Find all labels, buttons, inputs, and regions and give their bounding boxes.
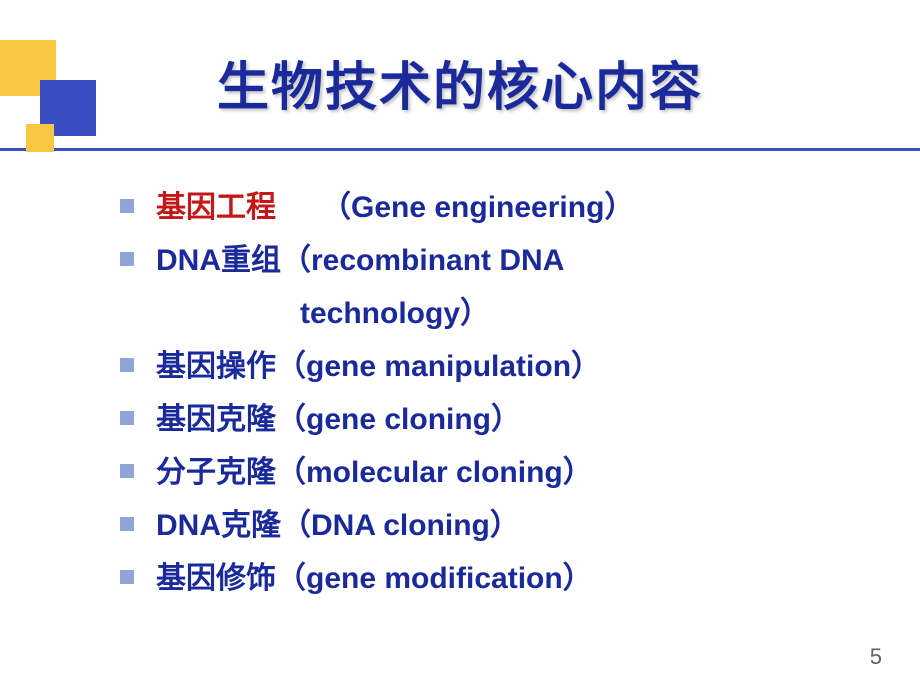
term-en: （gene modification）: [276, 562, 593, 595]
term-zh: 基因修饰: [156, 562, 276, 595]
list-item: DNA重组（recombinant DNA: [120, 238, 880, 283]
term-zh: DNA重组: [156, 244, 281, 277]
decoration-yellow-small: [26, 124, 54, 152]
slide-title: 生物技术的核心内容: [0, 45, 920, 120]
term-en: （molecular cloning）: [276, 456, 593, 489]
list-item-text: DNA克隆（DNA cloning）: [156, 503, 520, 548]
list-item: 基因修饰（gene modification）: [120, 556, 880, 601]
list-item-text: 基因工程 （Gene engineering）: [156, 185, 634, 230]
term-en: （recombinant DNA: [281, 244, 564, 277]
bullet-icon: [120, 199, 134, 213]
list-item: 基因操作（gene manipulation）: [120, 344, 880, 389]
horizontal-rule: [0, 148, 920, 151]
list-item-text: 基因克隆（gene cloning）: [156, 397, 521, 442]
term-zh: 基因克隆: [156, 403, 276, 436]
term-en: （gene cloning）: [276, 403, 521, 436]
bullet-icon: [120, 358, 134, 372]
list-item: 基因克隆（gene cloning）: [120, 397, 880, 442]
list-item-text: 基因操作（gene manipulation）: [156, 344, 601, 389]
list-item: 基因工程 （Gene engineering）: [120, 185, 880, 230]
list-item-text: 基因修饰（gene modification）: [156, 556, 593, 601]
bullet-icon: [120, 411, 134, 425]
bullet-icon: [120, 464, 134, 478]
spacer: [276, 191, 336, 224]
term-zh: 分子克隆: [156, 456, 276, 489]
term-zh: DNA克隆: [156, 509, 281, 542]
term-zh: 基因操作: [156, 350, 276, 383]
term-en: （Gene engineering）: [336, 191, 634, 224]
term-zh: 基因工程: [156, 191, 276, 224]
list-item: 分子克隆（molecular cloning）: [120, 450, 880, 495]
list-item: DNA克隆（DNA cloning）: [120, 503, 880, 548]
bullet-icon: [120, 252, 134, 266]
bullet-icon: [120, 570, 134, 584]
bullet-list: 基因工程 （Gene engineering） DNA重组（recombinan…: [120, 185, 880, 609]
term-en: （DNA cloning）: [281, 509, 520, 542]
term-en: （gene manipulation）: [276, 350, 601, 383]
bullet-icon: [120, 517, 134, 531]
list-item-text: 分子克隆（molecular cloning）: [156, 450, 593, 495]
list-item-continuation: technology）: [300, 291, 880, 336]
list-item-text: DNA重组（recombinant DNA: [156, 238, 564, 283]
page-number: 5: [870, 644, 882, 670]
